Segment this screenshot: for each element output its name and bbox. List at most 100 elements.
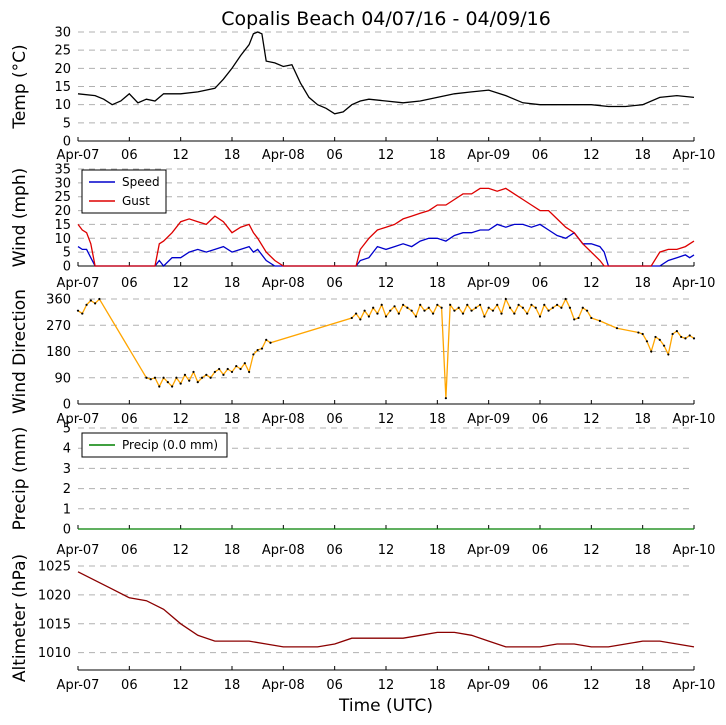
data-point (483, 315, 486, 318)
series-line-gust (77, 187, 695, 267)
data-point (504, 297, 507, 301)
y-tick-label: 30 (54, 176, 71, 191)
y-tick-label: 4 (63, 442, 71, 457)
data-point (419, 303, 422, 306)
data-point (667, 353, 670, 356)
data-point (226, 367, 229, 371)
data-point (543, 303, 546, 306)
data-point (487, 306, 490, 309)
data-point (367, 315, 370, 318)
x-tick-label: 18 (429, 678, 446, 693)
data-point (239, 367, 242, 371)
data-point (166, 381, 169, 384)
x-tick-label: 06 (326, 543, 343, 558)
data-point (192, 370, 195, 374)
y-tick-label: 20 (54, 62, 71, 77)
legend-label: Gust (122, 194, 150, 208)
x-tick-label: Apr-10 (673, 276, 716, 291)
y-tick-label: 15 (54, 80, 71, 95)
data-point (654, 335, 657, 339)
data-point (645, 340, 649, 343)
x-tick-label: Apr-10 (673, 412, 716, 427)
data-point (521, 306, 524, 309)
data-point (205, 373, 208, 376)
x-tick-label: 18 (224, 678, 241, 693)
x-tick-label: Apr-09 (467, 276, 510, 291)
x-tick-label: Apr-10 (673, 678, 716, 693)
data-point (508, 306, 512, 309)
data-point (200, 376, 204, 379)
data-point (393, 305, 396, 308)
data-point (671, 332, 674, 336)
x-tick-label: Apr-09 (467, 543, 510, 558)
data-point (389, 309, 392, 312)
y-tick-label: 5 (63, 246, 71, 261)
panel-1: 0 5 10 15 20 25 30 Apr-07 06 12 18 Apr-08 06 12 18 Apr-… (10, 26, 715, 164)
data-point (436, 303, 439, 306)
data-point (252, 353, 255, 356)
series-line-speed (77, 223, 695, 267)
data-point (402, 303, 405, 306)
x-tick-label: 18 (429, 148, 446, 163)
x-tick-label: 12 (172, 543, 189, 558)
data-point (222, 373, 225, 376)
y-tick-label: 0 (63, 523, 71, 538)
y-tick-label: 270 (46, 319, 71, 334)
x-tick-label: Apr-07 (57, 543, 100, 558)
x-tick-label: Apr-08 (262, 148, 305, 163)
x-tick-label: 12 (378, 412, 395, 427)
data-point (235, 364, 238, 368)
data-point (457, 306, 460, 309)
data-point (248, 370, 251, 374)
data-point (684, 337, 687, 340)
data-point (85, 303, 88, 306)
data-point (680, 335, 683, 339)
series-line-data (77, 571, 695, 648)
y-tick-label: 1020 (38, 588, 71, 603)
data-point (153, 376, 157, 379)
x-tick-label: 12 (378, 148, 395, 163)
data-point (183, 373, 187, 376)
data-point (453, 309, 456, 312)
data-point (577, 316, 580, 320)
data-point (573, 318, 576, 321)
x-tick-label: 18 (429, 276, 446, 291)
data-point (590, 316, 593, 320)
data-point (534, 306, 537, 309)
data-point (466, 303, 469, 306)
series-line-data (77, 297, 695, 399)
x-tick-label: 12 (583, 148, 600, 163)
x-tick-label: 06 (532, 412, 549, 427)
data-point (175, 376, 178, 379)
data-point (406, 306, 409, 309)
data-point (410, 309, 413, 312)
data-point (397, 312, 400, 315)
y-tick-label: 5 (63, 116, 71, 131)
x-tick-label: 12 (172, 412, 189, 427)
data-point (145, 376, 148, 379)
y-tick-label: 360 (46, 293, 71, 308)
y-tick-label: 30 (54, 26, 71, 41)
data-point (243, 362, 246, 365)
x-tick-label: Apr-08 (262, 678, 305, 693)
data-point (196, 381, 199, 384)
x-tick-label: 06 (532, 678, 549, 693)
data-point (94, 302, 97, 305)
y-tick-label: 25 (54, 44, 71, 59)
y-tick-label: 10 (54, 98, 71, 113)
data-point (500, 312, 503, 315)
data-point (81, 312, 84, 315)
x-tick-label: 12 (583, 543, 600, 558)
data-point (372, 306, 375, 309)
x-tick-label: 12 (378, 678, 395, 693)
y-tick-label: 20 (54, 204, 71, 219)
x-tick-label: 06 (121, 543, 138, 558)
y-axis-label: Temp (°C) (10, 44, 30, 129)
y-tick-label: 10 (54, 232, 71, 247)
y-tick-label: 0 (63, 135, 71, 150)
data-point (179, 382, 182, 385)
data-point (560, 306, 563, 309)
x-tick-label: 18 (224, 148, 241, 163)
x-tick-label: 18 (224, 543, 241, 558)
